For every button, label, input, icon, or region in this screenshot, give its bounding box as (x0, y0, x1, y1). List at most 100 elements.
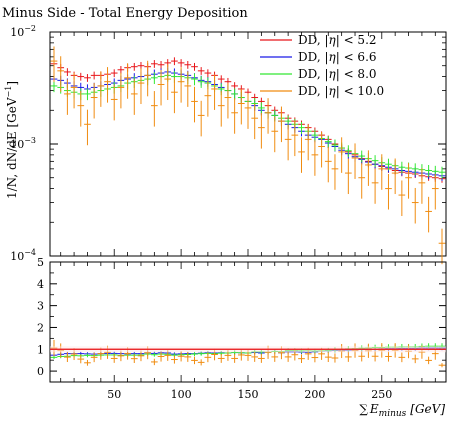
legend-label-var: η (329, 33, 337, 47)
ratio-point (217, 354, 225, 363)
data-point (338, 137, 345, 173)
data-point (331, 139, 339, 152)
legend-abs-bar: | (336, 84, 340, 98)
data-point (204, 81, 212, 117)
data-point (344, 158, 352, 195)
data-point (184, 71, 192, 107)
ratio-point (64, 352, 71, 363)
ratio-x-axis: 50 100 150 200 250 (60, 262, 436, 401)
tick-base: 10 (10, 138, 24, 151)
main-y-tick-label: 10−4 (10, 248, 36, 263)
data-point (304, 124, 312, 161)
data-point (231, 98, 238, 134)
ratio-y-tick-label: 0 (37, 365, 44, 378)
ratio-point (84, 359, 91, 366)
data-point (331, 154, 339, 190)
ratio-point (77, 354, 85, 364)
ratio-point (371, 351, 379, 362)
x-tick-label: 100 (171, 388, 192, 401)
data-point (110, 69, 118, 78)
legend-label-prefix: DD, (298, 84, 324, 98)
data-point (244, 93, 252, 129)
legend-abs-bar: | (324, 33, 328, 47)
data-point (117, 66, 125, 74)
ratio-point (358, 351, 366, 362)
legend-item: DD, |η| < 10.0 (260, 84, 384, 98)
data-point (77, 91, 85, 127)
data-point (324, 146, 332, 183)
legend-item: DD, |η| < 8.0 (260, 67, 377, 81)
data-point (405, 163, 412, 199)
ratio-point (385, 351, 392, 362)
legend-label-suffix: < 5.2 (340, 33, 377, 47)
legend-abs-bar: | (336, 33, 340, 47)
data-point (358, 163, 366, 199)
data-point (411, 187, 419, 224)
data-point (50, 46, 58, 83)
ratio-point (258, 354, 265, 363)
data-point (151, 72, 158, 85)
ratio-point (331, 353, 339, 363)
data-point (411, 163, 419, 176)
x-tick-label: 250 (371, 388, 392, 401)
ratio-series-group (50, 339, 446, 368)
data-point (351, 143, 359, 179)
legend-label: DD, |η| < 5.2 (298, 33, 377, 47)
ratio-point (438, 363, 446, 368)
data-point (324, 136, 332, 148)
ratio-point (425, 356, 432, 365)
data-point (231, 88, 238, 101)
data-point (251, 103, 259, 140)
data-point (278, 106, 285, 143)
data-point (264, 98, 272, 134)
legend-label-var: η (329, 67, 337, 81)
data-point (171, 57, 178, 66)
data-point (258, 113, 265, 149)
tick-base: 10 (10, 26, 24, 39)
ratio-panel: 0 1 2 3 4 5 50 100 150 200 250 (37, 256, 447, 401)
data-point (311, 140, 319, 176)
legend-abs-bar: | (324, 67, 328, 81)
data-point (84, 74, 91, 82)
x-tick-label: 150 (238, 388, 259, 401)
data-point (358, 150, 366, 163)
data-point (110, 84, 118, 121)
x-label-sum: ∑ (359, 402, 368, 416)
legend-label: DD, |η| < 10.0 (298, 84, 384, 98)
y-label-main: 1/N, dN/dE [GeV (5, 97, 19, 199)
data-point (197, 67, 205, 75)
legend-item: DD, |η| < 6.6 (260, 50, 377, 64)
ratio-point (231, 354, 238, 363)
data-point (398, 180, 406, 217)
ratio-point (130, 354, 138, 364)
legend-label-var: η (329, 50, 337, 64)
data-point (438, 166, 446, 179)
data-point (371, 155, 379, 167)
data-point (237, 88, 245, 125)
y-axis-label: 1/N, dN/dE [GeV−1] (4, 81, 19, 199)
y-label-superscript: −1 (4, 86, 13, 98)
tick-exponent: −3 (24, 136, 36, 145)
data-point (371, 168, 379, 204)
legend-label-suffix: < 10.0 (340, 84, 384, 98)
data-point (90, 71, 98, 80)
data-point (130, 62, 138, 71)
main-y-tick-label: 10−3 (10, 136, 36, 151)
ratio-point (184, 351, 192, 362)
ratio-plot-frame (49, 261, 447, 383)
x-label-unit: [GeV] (410, 402, 445, 416)
ratio-y-axis: 0 1 2 3 4 5 (37, 256, 446, 378)
chart-title: Minus Side - Total Energy Deposition (2, 6, 248, 21)
series-4-points (50, 46, 446, 265)
legend-item: DD, |η| < 5.2 (260, 33, 377, 47)
main-plot-frame (49, 31, 447, 257)
ratio-point (411, 354, 419, 364)
ratio-point (90, 352, 98, 363)
data-point (151, 91, 158, 127)
data-point (438, 228, 446, 265)
main-series-group (50, 46, 446, 265)
ratio-y-tick-label: 4 (37, 278, 44, 291)
data-point (425, 196, 432, 233)
ratio-point (191, 352, 198, 357)
